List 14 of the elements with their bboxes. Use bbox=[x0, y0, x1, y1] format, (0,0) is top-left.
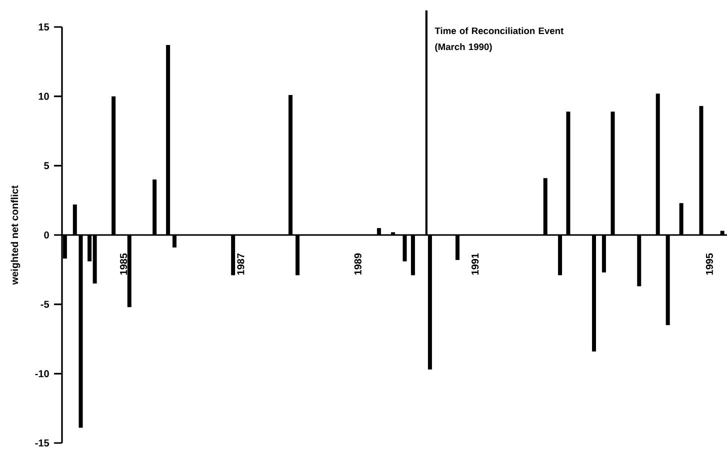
y-axis-title: weighted net conflict bbox=[10, 185, 20, 285]
x-tick-label: 1985 bbox=[120, 253, 128, 275]
x-tick-label: 1995 bbox=[706, 253, 713, 275]
y-tick-label: 5 bbox=[44, 162, 50, 170]
ref-line-label: Time of Reconciliation Event (March 1990) bbox=[434, 27, 564, 52]
y-tick-label: -5 bbox=[40, 300, 50, 308]
y-tick-label: 0 bbox=[44, 231, 49, 239]
y-tick-label: -15 bbox=[35, 440, 50, 446]
x-tick-label: 1987 bbox=[237, 253, 244, 275]
x-tick-label: 1991 bbox=[472, 253, 479, 275]
y-tick-label: 10 bbox=[38, 92, 49, 100]
y-tick-label: -10 bbox=[35, 370, 49, 378]
x-tick-label: 1989 bbox=[354, 253, 362, 275]
y-tick-label: 15 bbox=[38, 24, 50, 30]
